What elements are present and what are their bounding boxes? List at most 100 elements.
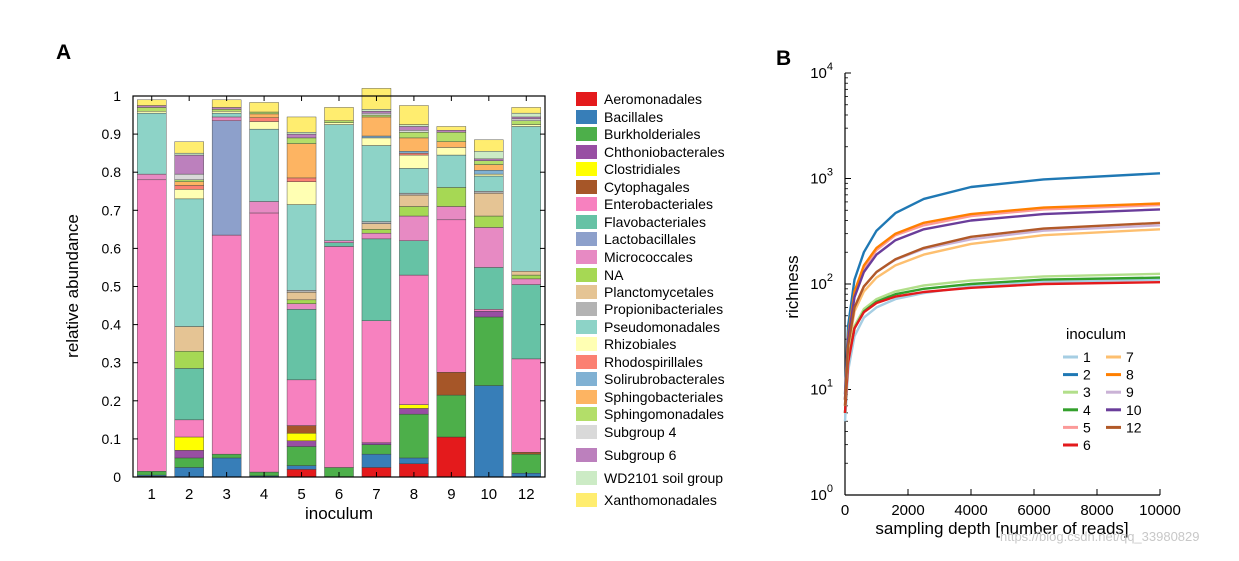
legend-label: Sphingobacteriales (604, 389, 723, 405)
legend-entry: Flavobacteriales (576, 214, 706, 230)
bar-segment (399, 413, 429, 459)
series-line (843, 281, 1161, 413)
bar-segment (286, 446, 317, 466)
bar-segment (361, 221, 392, 224)
legend-swatch (576, 493, 597, 507)
legend-entry: 7 (1106, 349, 1134, 365)
legend-entry: Pseudomonadales (576, 319, 720, 335)
x-tick-label: 9 (447, 486, 455, 503)
bar-segment (137, 179, 167, 472)
bar-segment (474, 215, 504, 228)
y-tick-label: 104 (810, 61, 833, 82)
x-tick-label: 4 (260, 486, 268, 503)
legend-entry: Enterobacteriales (576, 196, 713, 212)
series-line (843, 208, 1161, 400)
bar-segment (286, 425, 317, 434)
bar-segment (361, 116, 392, 137)
bar-segment (174, 185, 204, 190)
legend-swatch (576, 320, 597, 334)
legend-swatch (576, 268, 597, 282)
bar-segment (474, 227, 504, 268)
legend-entry: Cytophagales (576, 179, 690, 195)
bar-segment (249, 117, 279, 122)
bar-segment (137, 111, 167, 114)
bar-segment (361, 111, 392, 114)
bar-segment (399, 192, 429, 196)
bar-segment (436, 436, 467, 478)
legend-label: Rhodospirillales (604, 354, 703, 370)
legend-label: 10 (1126, 402, 1142, 418)
bar-segment (399, 194, 429, 207)
y-tick-label: 103 (810, 167, 833, 188)
x-tick-label: 0 (841, 502, 849, 519)
panel-a-label: A (56, 41, 71, 64)
legend-entry: Rhizobiales (576, 336, 676, 352)
legend-label: Planctomycetales (604, 284, 714, 300)
bar-segment (474, 267, 504, 310)
legend-label: Chthoniobacterales (604, 144, 725, 160)
bar-segment (399, 126, 429, 131)
legend-entry: 8 (1106, 367, 1134, 383)
bar-segment (211, 453, 242, 459)
bar-segment (286, 379, 317, 426)
bar-segment (137, 173, 167, 181)
legend-label: Clostridiales (604, 161, 680, 177)
legend-label: Solirubrobacterales (604, 371, 725, 387)
chart-a-x-axis-label: inoculum (305, 504, 373, 523)
legend-label: Flavobacteriales (604, 214, 706, 230)
bar-segment (211, 116, 242, 121)
bar-segment (436, 126, 467, 131)
bar-segment (249, 121, 279, 130)
legend-label: Micrococcales (604, 249, 693, 265)
bar-segment (361, 112, 392, 116)
series-line (843, 278, 1161, 422)
x-tick-label: 7 (372, 486, 380, 503)
bar-segment (324, 120, 354, 123)
legend-entry: 3 (1063, 384, 1091, 400)
legend-entry: Micrococcales (576, 249, 693, 265)
legend-title: inoculum (1066, 326, 1126, 343)
series-line (843, 221, 1161, 406)
bar-segment (324, 124, 354, 241)
bar-segment (474, 164, 504, 171)
legend-swatch (576, 407, 597, 421)
legend-label: 12 (1126, 419, 1142, 435)
legend-label: Propionibacteriales (604, 301, 723, 317)
bar-segment (399, 215, 429, 241)
legend-swatch (576, 110, 597, 124)
bar-segment (474, 170, 504, 175)
bar-segment (174, 450, 204, 459)
bar-segment (286, 290, 317, 293)
bar-segment (474, 158, 504, 161)
bar-segment (399, 130, 429, 133)
x-tick-label: 8000 (1080, 502, 1113, 519)
bar-segment (174, 457, 204, 468)
legend-swatch (576, 471, 597, 485)
legend-entry: 1 (1063, 349, 1091, 365)
legend-label: Subgroup 6 (604, 447, 677, 463)
bar-segment (286, 133, 317, 139)
legend-label: 8 (1126, 367, 1134, 383)
bar-segment (249, 111, 279, 115)
legend-swatch (576, 92, 597, 106)
legend-label: 2 (1083, 367, 1091, 383)
legend-swatch (576, 197, 597, 211)
bar-segment (174, 141, 204, 154)
bar-segment (399, 151, 429, 154)
legend-entry: Burkholderiales (576, 126, 701, 142)
legend-swatch (576, 250, 597, 264)
legend-label: 4 (1083, 402, 1091, 418)
bar-segment (511, 116, 541, 120)
bar-segment (249, 128, 279, 202)
legend-label: Aeromonadales (604, 91, 702, 107)
bar-segment (174, 326, 204, 352)
legend-entry: Xanthomonadales (576, 492, 717, 508)
legend-swatch (576, 232, 597, 246)
legend-swatch (576, 145, 597, 159)
bar-segment (174, 181, 204, 186)
x-tick-label: 6 (335, 486, 343, 503)
bar-segment (436, 219, 467, 373)
bar-segment (249, 212, 279, 473)
x-tick-label: 2000 (891, 502, 924, 519)
